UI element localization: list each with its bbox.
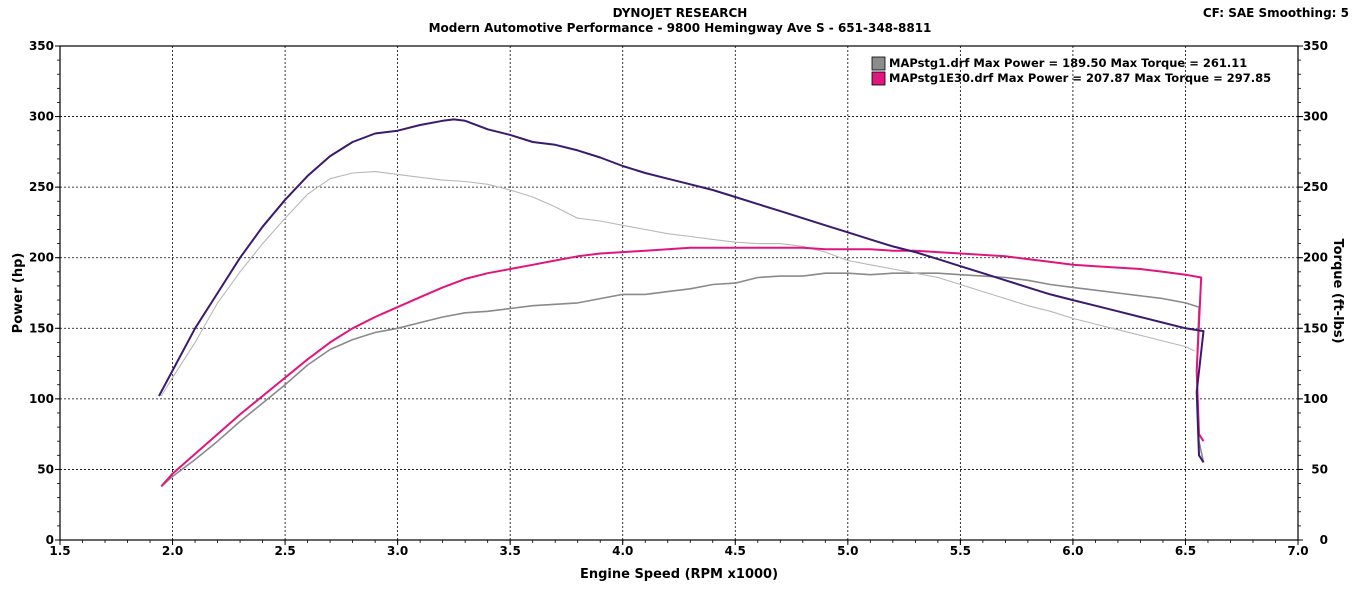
plot-area bbox=[59, 45, 1299, 541]
y2-tick-label: 150 bbox=[1303, 321, 1328, 335]
y-tick-label: 200 bbox=[29, 251, 54, 265]
series-line-mapstg1-drftorque bbox=[160, 171, 1195, 397]
series-line-mapstg1e30-drftorque bbox=[158, 118, 1205, 463]
y2-tick-label: 200 bbox=[1303, 251, 1328, 265]
y-tick-label: 300 bbox=[29, 110, 54, 124]
x-tick-label: 3.5 bbox=[500, 544, 521, 558]
x-tick-label: 7.0 bbox=[1287, 544, 1308, 558]
y-tick-label: 350 bbox=[29, 39, 54, 53]
x-axis-label: Engine Speed (RPM x1000) bbox=[580, 567, 778, 582]
y-tick-label: 250 bbox=[29, 180, 54, 194]
y2-tick-label: 350 bbox=[1303, 39, 1328, 53]
x-tick-label: 2.5 bbox=[274, 544, 295, 558]
legend-entry-mapstg1: MAPstg1.drf Max Power = 189.50 Max Torqu… bbox=[889, 56, 1247, 70]
y2-tick-label: 0 bbox=[1320, 533, 1328, 547]
y2-tick-label: 300 bbox=[1303, 110, 1328, 124]
y2-tick-label: 50 bbox=[1311, 462, 1328, 476]
y-tick-label: 150 bbox=[29, 321, 54, 335]
x-tick-label: 3.0 bbox=[387, 544, 408, 558]
y-tick-label: 100 bbox=[29, 392, 54, 406]
y-axis-ticks: 0 50 100 150 200 250 300 350 bbox=[29, 39, 60, 547]
x-tick-label: 4.5 bbox=[725, 544, 746, 558]
y-tick-label: 50 bbox=[37, 462, 54, 476]
x-tick-label: 5.0 bbox=[837, 544, 858, 558]
y2-axis-label: Torque (ft-lbs) bbox=[1330, 238, 1345, 343]
y2-axis-ticks: 0 50 100 150 200 250 300 350 bbox=[1298, 39, 1328, 547]
x-axis-ticks: 1.5 2.0 2.5 3.0 3.5 4.0 4.5 5.0 5.5 6.0 6.5 7.0 bbox=[49, 540, 1309, 558]
chart-title: DYNOJET RESEARCH bbox=[613, 6, 748, 20]
y-tick-label: 0 bbox=[46, 533, 54, 547]
chart-subtitle: Modern Automotive Performance - 9800 Hem… bbox=[429, 21, 932, 35]
series-line-mapstg1e30-drfpower bbox=[160, 246, 1205, 488]
x-tick-label: 4.0 bbox=[612, 544, 633, 558]
series-line-mapstg1-drfpower bbox=[160, 272, 1205, 487]
x-tick-label: 5.5 bbox=[950, 544, 971, 558]
series-lines bbox=[158, 118, 1205, 488]
x-tick-label: 1.5 bbox=[49, 544, 70, 558]
legend-swatch-mapstg1 bbox=[871, 56, 886, 71]
correction-settings: CF: SAE Smoothing: 5 bbox=[1203, 6, 1349, 20]
y2-tick-label: 250 bbox=[1303, 180, 1328, 194]
x-tick-label: 6.5 bbox=[1175, 544, 1196, 558]
legend-entry-mapstg1e30: MAPstg1E30.drf Max Power = 207.87 Max To… bbox=[889, 71, 1271, 85]
legend-swatch-mapstg1e30 bbox=[871, 71, 886, 86]
legend: MAPstg1.drf Max Power = 189.50 Max Torqu… bbox=[871, 56, 1271, 86]
x-tick-label: 6.0 bbox=[1062, 544, 1083, 558]
y-axis-label: Power (hp) bbox=[11, 253, 26, 334]
x-tick-label: 2.0 bbox=[162, 544, 183, 558]
y2-tick-label: 100 bbox=[1303, 392, 1328, 406]
